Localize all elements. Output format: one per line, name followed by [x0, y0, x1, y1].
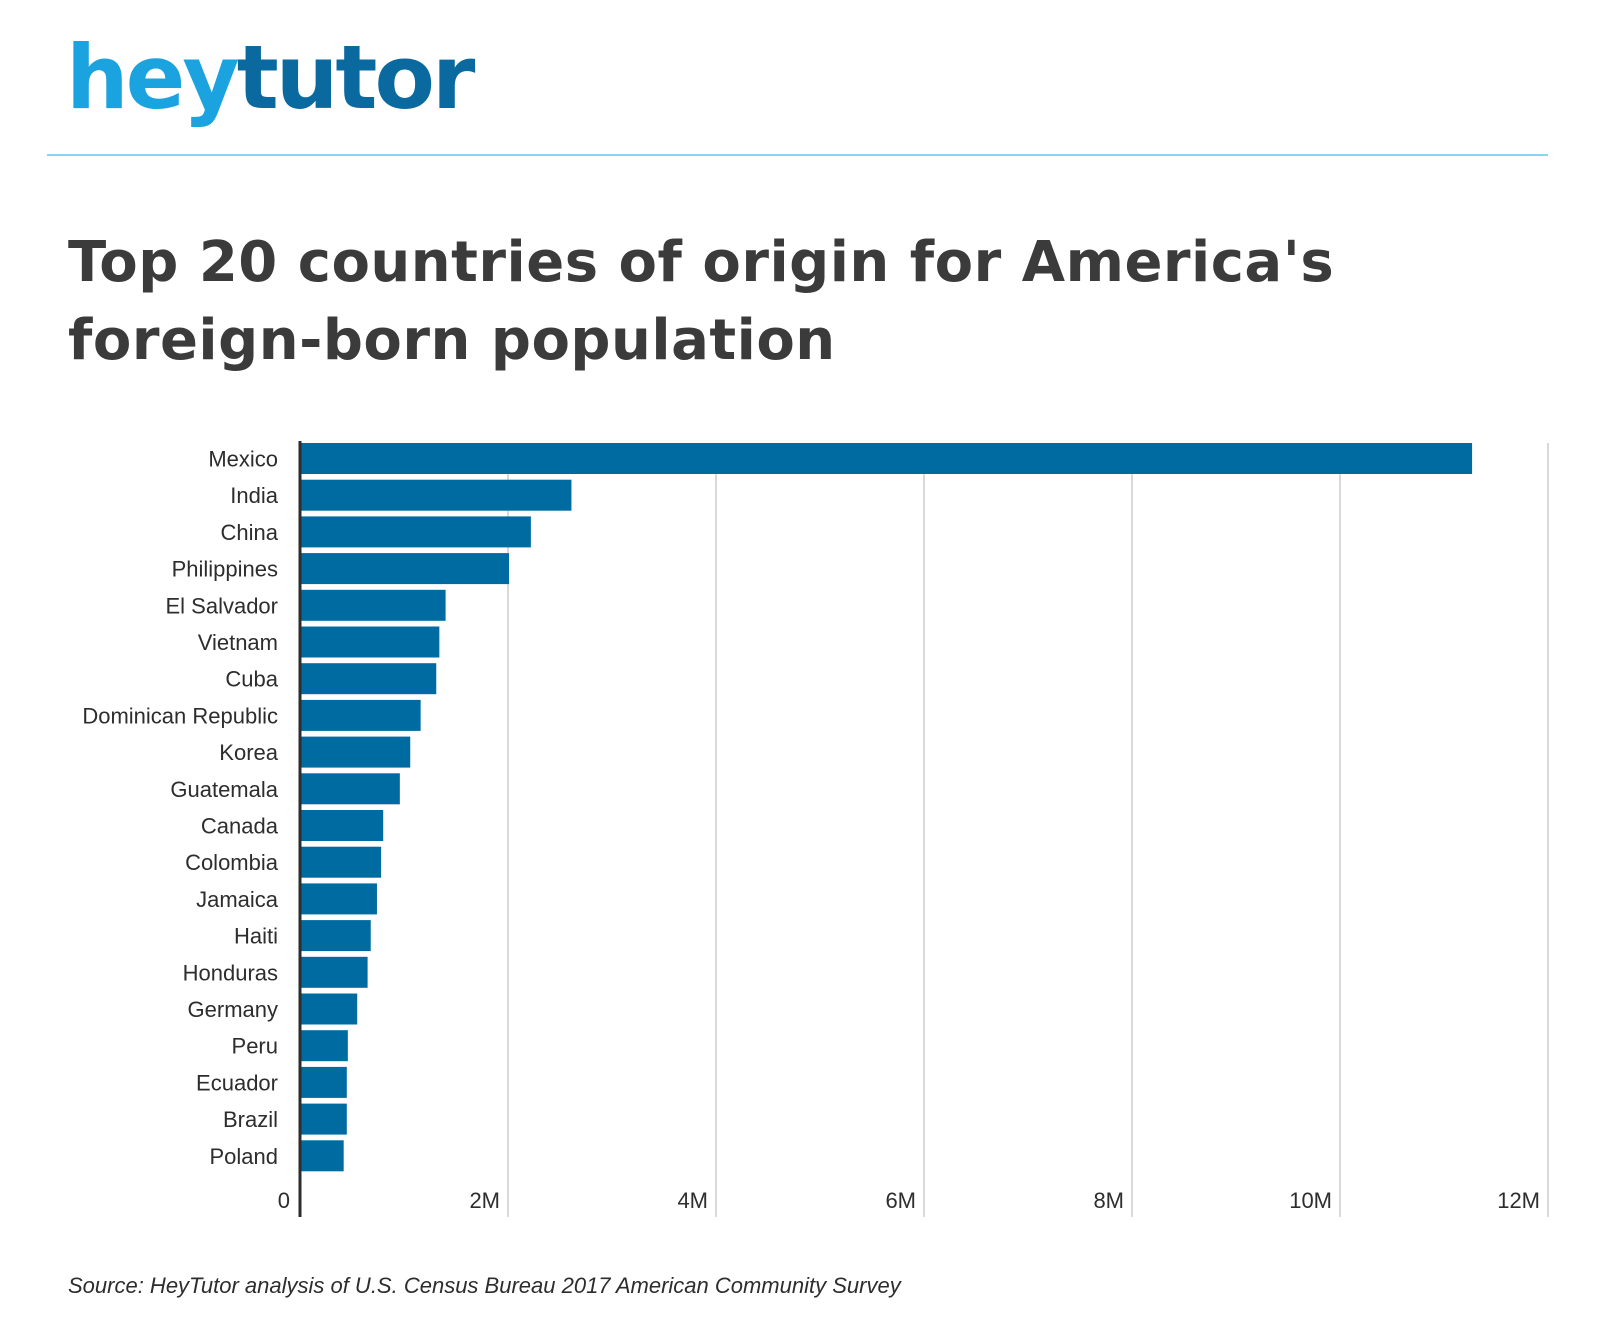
bar	[301, 773, 400, 805]
category-label: Poland	[209, 1144, 278, 1169]
category-label: Germany	[188, 997, 278, 1022]
header-divider	[47, 154, 1548, 156]
x-tick-label: 6M	[885, 1188, 916, 1213]
x-tick-label: 4M	[677, 1188, 708, 1213]
x-tick-label: 8M	[1093, 1188, 1124, 1213]
x-tick-label: 12M	[1497, 1188, 1540, 1213]
gridlines	[507, 443, 1549, 1217]
logo-hey: hey	[66, 26, 240, 129]
category-label: Guatemala	[170, 777, 278, 802]
bar	[301, 883, 377, 915]
bar	[301, 479, 572, 511]
category-label: Korea	[219, 740, 278, 765]
category-label: Haiti	[234, 924, 278, 949]
x-tick-label: 0	[278, 1188, 290, 1213]
x-tick-label: 10M	[1289, 1188, 1332, 1213]
category-label: Brazil	[223, 1107, 278, 1132]
bar	[301, 1103, 347, 1135]
category-label: Canada	[201, 814, 279, 839]
bar	[301, 663, 437, 695]
bar	[301, 626, 440, 658]
x-tick-label: 2M	[469, 1188, 500, 1213]
category-label: Ecuador	[196, 1070, 278, 1095]
bar	[301, 956, 368, 988]
category-label: Cuba	[225, 667, 278, 692]
bar	[301, 810, 384, 841]
bar	[301, 736, 411, 768]
source-note: Source: HeyTutor analysis of U.S. Census…	[68, 1273, 901, 1298]
x-axis-ticks: 0 2M 4M 6M 8M 10M 12M	[278, 1188, 1540, 1213]
bar	[301, 1140, 344, 1172]
category-label: India	[230, 483, 278, 508]
category-label: Honduras	[183, 960, 278, 985]
category-label: Mexico	[208, 447, 278, 472]
category-label: Jamaica	[196, 887, 279, 912]
bar	[301, 1030, 348, 1062]
bar	[301, 553, 510, 585]
bar	[301, 516, 531, 548]
bar	[301, 1066, 347, 1098]
bars	[301, 443, 1473, 1172]
category-label: Dominican Republic	[82, 703, 278, 728]
category-labels: Mexico India China Philippines El Salvador Vi…	[82, 447, 278, 1169]
heytutor-logo: heytutor	[66, 34, 475, 122]
bar	[301, 920, 371, 952]
category-label: El Salvador	[165, 593, 278, 618]
category-label: China	[221, 520, 279, 545]
chart-title: Top 20 countries of origin for America's…	[68, 230, 1335, 373]
bar	[301, 443, 1473, 474]
bar	[301, 699, 421, 731]
category-label: Philippines	[172, 557, 278, 582]
category-label: Peru	[232, 1034, 278, 1059]
bar	[301, 589, 446, 621]
bar	[301, 993, 358, 1025]
category-label: Vietnam	[198, 630, 278, 655]
category-label: Colombia	[185, 850, 279, 875]
logo-tutor: tutor	[236, 26, 476, 129]
bar	[301, 846, 382, 878]
